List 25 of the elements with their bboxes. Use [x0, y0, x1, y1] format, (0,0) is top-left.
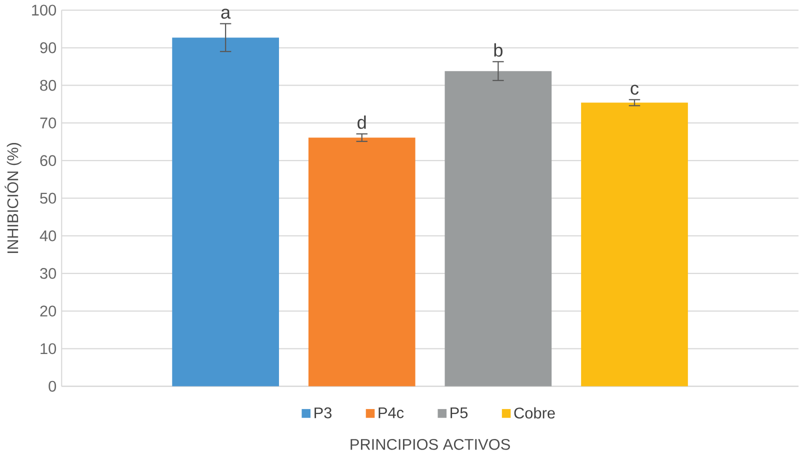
y-tick-label: 70 [40, 118, 56, 129]
x-axis-title: PRINCIPIOS ACTIVOS [350, 439, 510, 450]
y-tick-label: 100 [32, 4, 56, 16]
bar [172, 38, 279, 386]
legend-label: Cobre [514, 407, 555, 419]
annotation: b [494, 44, 502, 57]
bar [444, 71, 552, 386]
legend-label: P5 [450, 408, 468, 418]
y-tick-label: 10 [40, 343, 56, 354]
annotation: c [630, 84, 639, 95]
y-tick-label: 90 [40, 42, 56, 54]
y-tick-label: 30 [40, 268, 56, 280]
y-tick-label: 40 [40, 230, 56, 242]
legend-label: P3 [314, 408, 332, 419]
y-tick-label: 60 [40, 155, 56, 166]
annotation: a [221, 8, 231, 19]
y-axis-title: INHIBICIÓN (%) [4, 143, 22, 254]
legend-label: P4c [378, 408, 404, 418]
annotation: d [358, 116, 366, 130]
y-tick-label: 0 [48, 381, 56, 392]
y-tick-label: 20 [40, 306, 56, 317]
bar [308, 138, 416, 386]
y-tick-label: 80 [40, 80, 56, 92]
y-tick-label: 50 [40, 192, 56, 204]
bar [581, 102, 688, 386]
